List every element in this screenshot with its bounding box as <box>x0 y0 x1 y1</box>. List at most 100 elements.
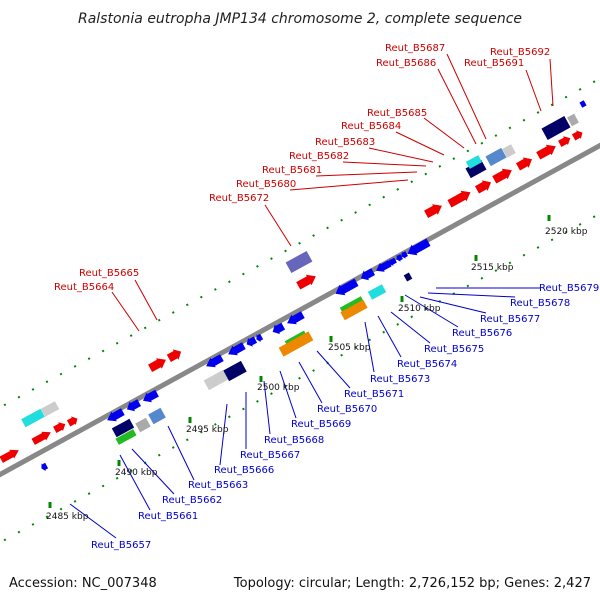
leader-line-3 <box>289 179 409 191</box>
gene-label-reut-b5686[interactable]: Reut_B5686 <box>376 58 436 69</box>
gene-arrow-28 <box>335 278 359 296</box>
gene-label-reut-b5692[interactable]: Reut_B5692 <box>490 47 550 58</box>
gene-label-reut-b5672[interactable]: Reut_B5672 <box>209 193 269 204</box>
gene-arrow-19 <box>256 333 264 343</box>
gene-arrow-11 <box>115 429 137 445</box>
gene-label-reut-b5661[interactable]: Reut_B5661 <box>138 511 198 522</box>
scale-label-2500: 2500 kbp <box>257 383 300 393</box>
gene-arrow-38 <box>367 284 387 300</box>
leader-line-6 <box>368 147 434 163</box>
leader-line-10 <box>446 53 487 140</box>
gene-arrow-35 <box>403 272 413 282</box>
gene-label-reut-b5665[interactable]: Reut_B5665 <box>79 268 139 279</box>
leader-line-23 <box>364 321 375 373</box>
leader-line-4 <box>315 171 418 177</box>
gene-features <box>0 100 587 472</box>
gene-label-reut-b5677[interactable]: Reut_B5677 <box>480 314 540 325</box>
gene-arrow-7 <box>107 408 125 422</box>
gene-label-reut-b5676[interactable]: Reut_B5676 <box>452 328 512 339</box>
leader-line-0 <box>111 291 140 332</box>
scale-label-2495: 2495 kbp <box>186 425 229 435</box>
leader-line-19 <box>263 380 271 435</box>
gene-arrow-26 <box>285 251 313 273</box>
accession-text: Accession: NC_007348 <box>9 576 157 591</box>
gene-arrow-49 <box>485 147 507 167</box>
gene-arrow-50 <box>502 144 516 158</box>
gene-label-reut-b5679[interactable]: Reut_B5679 <box>539 283 599 294</box>
gene-arrow-39 <box>424 204 442 218</box>
gene-arrow-45 <box>558 136 571 147</box>
scale-labels: 2485 kbp 2490 kbp 2495 kbp 2500 kbp 2505… <box>46 227 588 522</box>
forward-gene-labels: Reut_B5664 Reut_B5665 Reut_B5672 Reut_B5… <box>54 43 550 293</box>
gene-arrow-4 <box>21 408 45 428</box>
scale-label-2490: 2490 kbp <box>115 468 158 478</box>
gene-arrow-30 <box>376 260 392 272</box>
gene-arrow-53 <box>579 100 587 108</box>
scale-label-2515: 2515 kbp <box>471 263 514 273</box>
gene-arrow-5 <box>40 401 60 417</box>
gene-arrow-43 <box>516 157 532 171</box>
gene-label-reut-b5691[interactable]: Reut_B5691 <box>464 58 524 69</box>
gene-label-reut-b5674[interactable]: Reut_B5674 <box>397 359 457 370</box>
gene-label-reut-b5671[interactable]: Reut_B5671 <box>344 389 404 400</box>
guide-track-0 <box>0 77 600 409</box>
scale-label-2505: 2505 kbp <box>328 343 371 353</box>
gene-label-reut-b5667[interactable]: Reut_B5667 <box>240 450 300 461</box>
gene-arrow-12 <box>135 417 151 433</box>
gene-label-reut-b5663[interactable]: Reut_B5663 <box>188 480 248 491</box>
leader-line-9 <box>437 68 477 145</box>
gene-label-reut-b5685[interactable]: Reut_B5685 <box>367 108 427 119</box>
gene-label-reut-b5675[interactable]: Reut_B5675 <box>424 344 484 355</box>
leader-line-12 <box>549 58 554 107</box>
leader-line-20 <box>279 370 297 419</box>
gene-arrow-2 <box>53 422 66 433</box>
gene-arrow-40 <box>447 190 471 208</box>
gene-arrow-18 <box>246 336 258 347</box>
scale-label-2510: 2510 kbp <box>398 304 441 314</box>
gene-arrow-22 <box>272 322 286 335</box>
guide-tracks <box>0 77 600 544</box>
gene-label-reut-b5657[interactable]: Reut_B5657 <box>91 540 151 551</box>
gene-label-reut-b5669[interactable]: Reut_B5669 <box>291 419 351 430</box>
gene-arrow-51 <box>541 116 571 140</box>
gene-label-reut-b5664[interactable]: Reut_B5664 <box>54 282 114 293</box>
gene-label-reut-b5684[interactable]: Reut_B5684 <box>341 121 401 132</box>
scale-label-2485: 2485 kbp <box>46 512 89 522</box>
gene-arrow-21 <box>223 360 247 382</box>
gene-label-reut-b5673[interactable]: Reut_B5673 <box>370 374 430 385</box>
chromosome-axis <box>0 142 600 478</box>
leader-line-21 <box>298 361 323 404</box>
topology-text: Topology: circular; Length: 2,726,152 bp… <box>233 576 591 591</box>
gene-label-reut-b5666[interactable]: Reut_B5666 <box>214 465 274 476</box>
gene-arrow-34 <box>407 238 431 256</box>
gene-label-reut-b5662[interactable]: Reut_B5662 <box>162 495 222 506</box>
gene-label-reut-b5682[interactable]: Reut_B5682 <box>289 151 349 162</box>
gene-arrow-13 <box>148 407 166 425</box>
gene-label-reut-b5670[interactable]: Reut_B5670 <box>317 404 377 415</box>
gene-arrow-32 <box>396 254 403 262</box>
gene-label-reut-b5683[interactable]: Reut_B5683 <box>315 137 375 148</box>
gene-arrow-20 <box>203 369 229 391</box>
gene-arrow-52 <box>567 113 579 127</box>
leader-line-1 <box>134 279 158 321</box>
gene-arrow-3 <box>66 416 78 427</box>
gene-label-reut-b5668[interactable]: Reut_B5668 <box>264 435 324 446</box>
leader-line-14 <box>119 454 151 511</box>
gene-label-reut-b5681[interactable]: Reut_B5681 <box>262 165 322 176</box>
gene-label-reut-b5678[interactable]: Reut_B5678 <box>510 298 570 309</box>
guide-track-1 <box>0 212 600 544</box>
gene-arrow-14 <box>148 358 166 372</box>
gene-arrow-25 <box>278 331 314 357</box>
leader-line-2 <box>264 204 292 247</box>
gene-arrow-0 <box>0 449 19 463</box>
gene-arrow-33 <box>401 251 408 259</box>
gene-arrow-16 <box>206 354 224 368</box>
gene-label-reut-b5680[interactable]: Reut_B5680 <box>236 179 296 190</box>
leader-line-5 <box>342 161 427 167</box>
leader-line-22 <box>316 350 351 389</box>
label-leaders <box>69 53 554 539</box>
gene-arrow-41 <box>475 180 491 194</box>
leader-line-13 <box>69 503 117 539</box>
gene-label-reut-b5687[interactable]: Reut_B5687 <box>385 43 445 54</box>
gene-arrow-8 <box>126 399 141 412</box>
